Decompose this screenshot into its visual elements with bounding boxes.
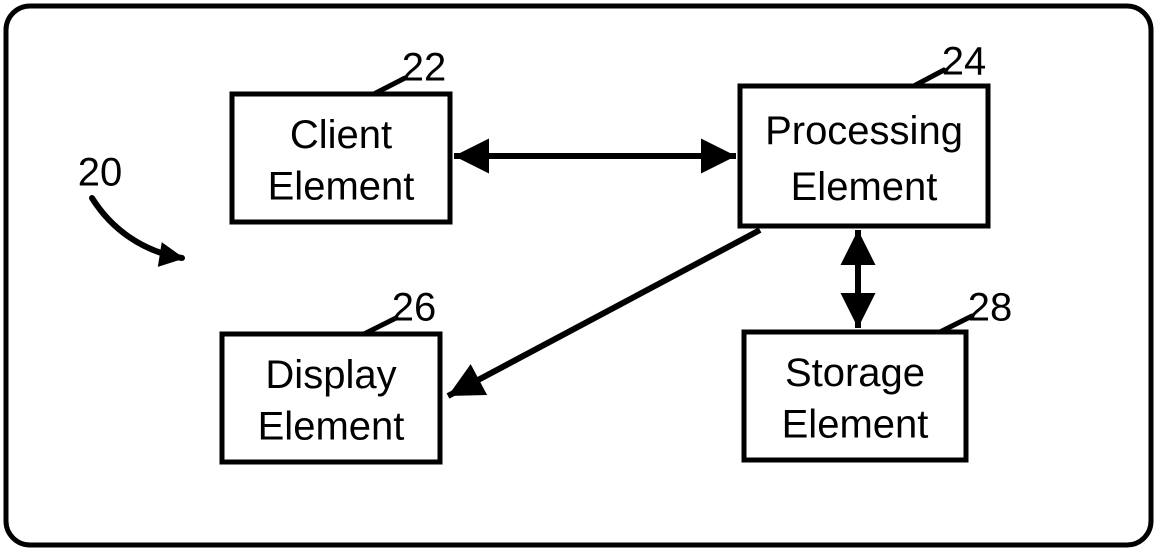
node-display-line1: Display: [265, 353, 396, 397]
node-client: Client Element: [232, 94, 450, 222]
edge-processing-display: [448, 230, 760, 396]
node-processing: Processing Element: [740, 86, 988, 226]
node-storage-line2: Element: [782, 402, 929, 446]
system-label-arrow: [92, 198, 182, 258]
node-processing-line1: Processing: [765, 109, 963, 153]
node-display: Display Element: [222, 334, 440, 462]
label-storage: 28: [968, 286, 1013, 330]
node-client-line1: Client: [290, 113, 392, 157]
label-client: 22: [402, 46, 447, 90]
label-display: 26: [392, 286, 437, 330]
label-processing: 24: [942, 40, 987, 84]
node-storage-line1: Storage: [785, 351, 925, 395]
label-system: 20: [78, 151, 123, 195]
node-storage: Storage Element: [744, 332, 966, 460]
node-display-line2: Element: [258, 404, 405, 448]
node-client-line2: Element: [268, 164, 415, 208]
node-processing-line2: Element: [791, 165, 938, 209]
system-diagram: Client Element Processing Element Display Ele…: [0, 0, 1157, 551]
nodes-layer: Client Element Processing Element Display Ele…: [222, 86, 988, 462]
